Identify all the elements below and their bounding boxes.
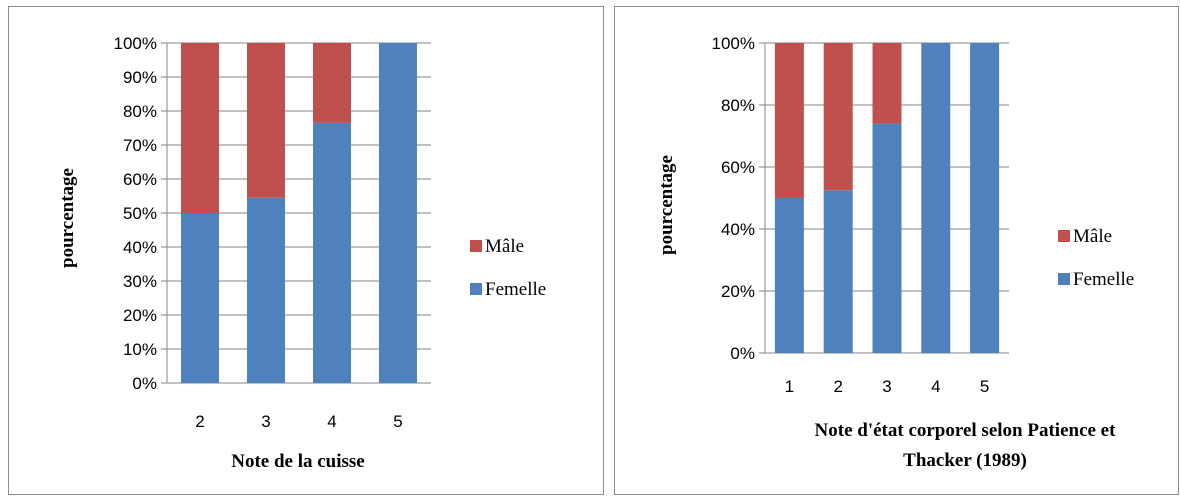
y-tick-label: 40%: [721, 220, 755, 239]
y-tick-label: 0%: [730, 344, 755, 363]
bar-male-2: [823, 43, 853, 191]
x-axis-title: Note de la cuisse: [231, 451, 365, 472]
y-tick-label: 20%: [721, 282, 755, 301]
x-tick-label: 5: [980, 377, 989, 396]
y-tick-label: 80%: [123, 102, 157, 121]
y-tick-label: 100%: [712, 34, 755, 53]
bar-femelle-4: [921, 43, 951, 353]
legend-swatch: [1058, 230, 1070, 242]
bar-femelle-1: [774, 198, 804, 353]
x-axis-title-line-1: Note d'état corporel selon Patience et: [815, 420, 1117, 441]
x-tick-label: 4: [931, 377, 940, 396]
x-tick-label: 4: [327, 412, 336, 431]
y-tick-label: 30%: [123, 272, 157, 291]
y-tick-label: 10%: [123, 340, 157, 359]
bar-femelle-3: [247, 197, 285, 383]
bar-male-3: [247, 43, 285, 198]
legend: Mâle Femelle: [470, 236, 546, 300]
legend-label: Femelle: [1073, 269, 1134, 290]
x-tick-label: 2: [833, 377, 842, 396]
y-tick-label: 60%: [123, 170, 157, 189]
bar-femelle-2: [823, 190, 853, 353]
x-axis-title-line-2: Thacker (1989): [903, 450, 1027, 471]
bar-femelle-2: [181, 213, 219, 383]
y-tick-label: 80%: [721, 96, 755, 115]
y-tick-label: 90%: [123, 68, 157, 87]
legend-label: Femelle: [485, 279, 546, 300]
x-tick-label: 5: [393, 412, 402, 431]
legend-swatch: [1058, 273, 1070, 285]
chart-panel-thigh-score: 0% 10% 20% 30% 40% 50% 60% 70% 80% 90% 100% 2 3 4 5 p…: [8, 6, 604, 495]
y-tick-label: 100%: [114, 34, 157, 53]
y-tick-label: 60%: [721, 158, 755, 177]
legend-swatch: [470, 240, 482, 252]
bar-male-2: [181, 43, 219, 213]
bar-femelle-4: [313, 122, 351, 384]
y-tick-label: 50%: [123, 204, 157, 223]
y-tick-label: 0%: [132, 374, 157, 393]
x-tick-label: 3: [261, 412, 270, 431]
y-axis-title: pourcentage: [656, 155, 677, 255]
bar-male-3: [872, 43, 902, 124]
y-tick-label: 40%: [123, 238, 157, 257]
bar-male-1: [774, 43, 804, 198]
x-tick-label: 2: [195, 412, 204, 431]
x-tick-label: 3: [882, 377, 891, 396]
bar-male-4: [313, 43, 351, 123]
legend: Mâle Femelle: [1058, 226, 1134, 290]
legend-swatch: [470, 283, 482, 295]
y-tick-label: 70%: [123, 136, 157, 155]
legend-label: Mâle: [1073, 226, 1112, 247]
thigh-score-chart: 0% 10% 20% 30% 40% 50% 60% 70% 80% 90% 100% 2 3 4 5 p…: [57, 34, 546, 472]
body-condition-chart: 0% 20% 40% 60% 80% 100% 1 2 3 4 5 pourcentage Not…: [656, 34, 1134, 471]
chart-panel-body-condition-score: 0% 20% 40% 60% 80% 100% 1 2 3 4 5 pourcentage Not…: [614, 6, 1179, 495]
bar-femelle-5: [970, 43, 1000, 353]
bar-femelle-3: [872, 123, 902, 353]
legend-label: Mâle: [485, 236, 524, 257]
y-tick-label: 20%: [123, 306, 157, 325]
x-tick-label: 1: [785, 377, 794, 396]
y-axis-title: pourcentage: [57, 168, 78, 268]
bar-femelle-5: [379, 43, 417, 383]
